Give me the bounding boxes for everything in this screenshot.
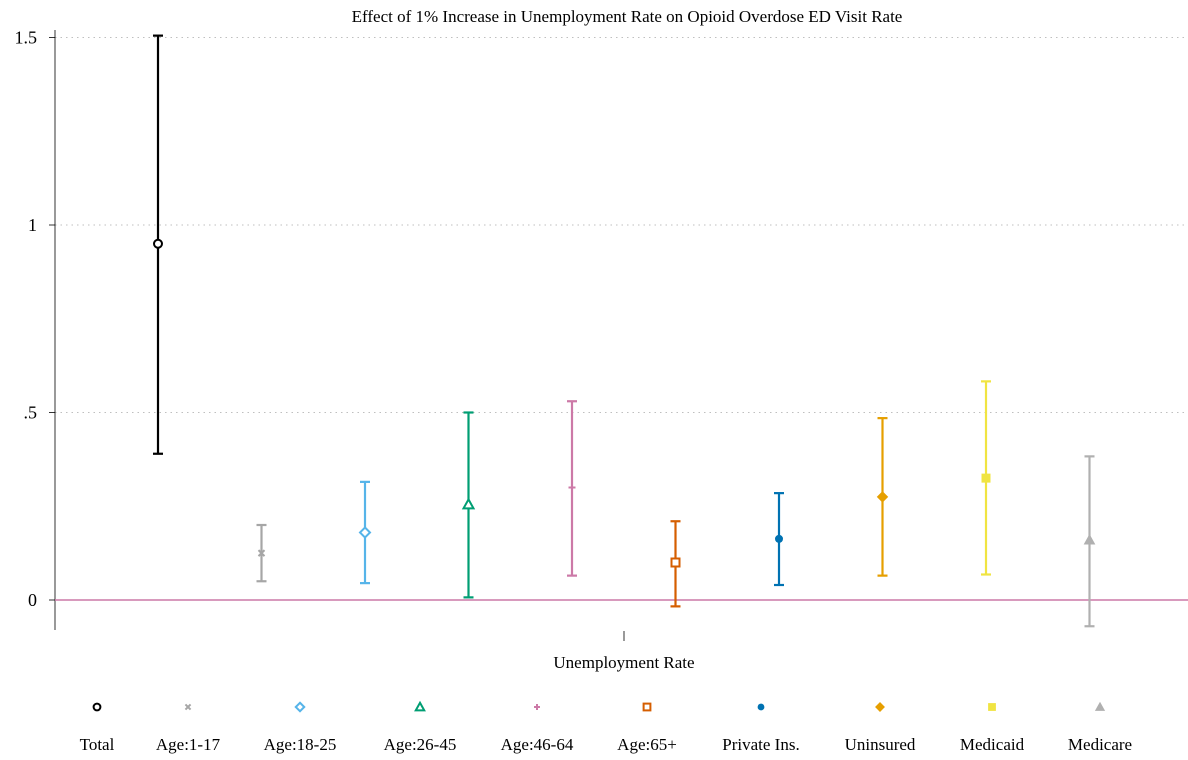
legend-label: Age:46-64	[501, 735, 574, 754]
legend-item: Age:26-45	[384, 700, 457, 754]
legend-label: Age:26-45	[384, 735, 457, 754]
point-estimate-age-26-45	[461, 497, 476, 510]
legend-marker	[757, 703, 765, 711]
legend-label: Uninsured	[845, 735, 916, 754]
y-tick-label: .5	[24, 403, 38, 423]
legend-label: Private Ins.	[722, 735, 799, 754]
legend-label: Medicare	[1068, 735, 1132, 754]
legend-item: Uninsured	[845, 702, 916, 754]
legend: Total Age:1-17 Age:18-25 Age:26-45 Age:46-64…	[80, 700, 1132, 754]
legend-marker	[414, 700, 426, 712]
legend-marker	[184, 703, 192, 711]
legend-marker	[1094, 701, 1106, 711]
chart-title: Effect of 1% Increase in Unemployment Ra…	[352, 7, 903, 26]
legend-marker	[294, 701, 306, 713]
y-tick-label: 1	[28, 215, 37, 235]
y-tick-label: 0	[28, 590, 37, 610]
legend-label: Age:65+	[617, 735, 677, 754]
y-axis: 1.51.50	[15, 28, 56, 630]
point-estimate-total	[153, 238, 163, 249]
point-estimate-age-46-64	[568, 484, 576, 491]
legend-marker	[875, 702, 885, 712]
legend-item: Medicare	[1068, 701, 1132, 754]
point-estimate-age-1-17	[257, 549, 266, 557]
legend-item: Age:18-25	[264, 701, 337, 754]
point-estimate-age-18-25	[358, 526, 372, 539]
point-estimate-age-65-	[670, 557, 681, 568]
y-tick-label: 1.5	[15, 28, 38, 48]
point-estimate-uninsured	[876, 491, 889, 503]
point-estimate-private-ins-	[775, 534, 783, 543]
legend-marker	[642, 702, 652, 712]
legend-item: Private Ins.	[722, 703, 800, 754]
legend-label: Total	[80, 735, 115, 754]
point-estimates	[153, 238, 1096, 568]
legend-item: Age:46-64	[501, 704, 574, 754]
legend-label: Age:18-25	[264, 735, 337, 754]
legend-label: Medicaid	[960, 735, 1025, 754]
legend-item: Medicaid	[960, 703, 1025, 754]
legend-item: Age:1-17	[156, 703, 221, 754]
legend-label: Age:1-17	[156, 735, 221, 754]
confidence-intervals	[153, 34, 1095, 628]
legend-item: Age:65+	[617, 702, 677, 754]
legend-item: Total	[80, 702, 115, 754]
point-estimate-medicare	[1083, 533, 1096, 545]
gridlines	[55, 37, 1188, 413]
legend-marker	[988, 703, 996, 711]
point-estimate-medicaid	[981, 473, 991, 483]
x-axis-label: Unemployment Rate	[553, 653, 694, 672]
legend-marker	[534, 704, 540, 710]
legend-marker	[92, 702, 102, 712]
